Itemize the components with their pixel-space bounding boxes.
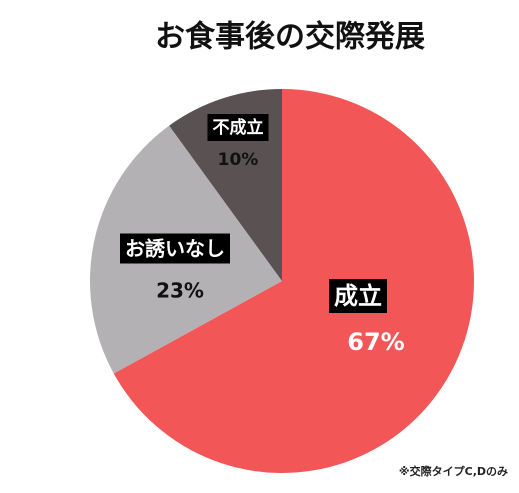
slice-label: 不成立 — [213, 117, 264, 138]
value-label: 67% — [347, 328, 404, 356]
value-label: 23% — [156, 279, 204, 303]
pie-slice — [113, 89, 475, 473]
slice-label: 成立 — [334, 282, 382, 310]
slice-label: お誘いなし — [125, 237, 225, 261]
label-box — [207, 114, 269, 141]
chart-title: お食事後の交際発展 — [155, 20, 425, 55]
pie — [90, 89, 475, 473]
label-box — [120, 233, 230, 264]
label-box — [329, 279, 387, 313]
labels: 成立 67% お誘いなし 23% 不成立 10% — [120, 114, 405, 356]
value-label: 10% — [218, 150, 259, 170]
footnote: ※交際タイプC,Dのみ — [399, 464, 508, 478]
